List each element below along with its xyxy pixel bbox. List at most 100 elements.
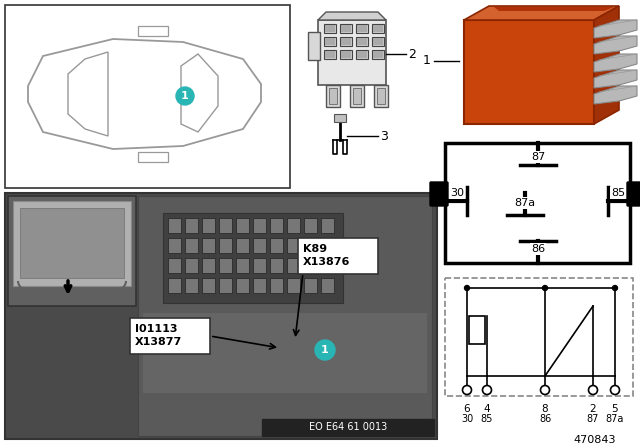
Text: 30: 30 [461, 414, 473, 424]
Bar [219, 238, 232, 253]
Circle shape [483, 385, 492, 395]
Text: 30: 30 [450, 188, 464, 198]
Bar [20, 208, 124, 278]
Text: 3: 3 [380, 129, 388, 142]
Bar [357, 38, 367, 45]
Circle shape [315, 340, 335, 360]
Bar [287, 258, 300, 273]
Bar [445, 278, 633, 396]
Bar [287, 278, 300, 293]
Bar [356, 37, 368, 46]
Bar [236, 238, 249, 253]
Text: 87: 87 [531, 152, 545, 162]
Polygon shape [464, 6, 619, 20]
Text: 470843: 470843 [573, 435, 616, 445]
Bar [469, 316, 485, 344]
Polygon shape [594, 36, 637, 54]
Text: 1: 1 [181, 91, 189, 101]
Text: 1: 1 [423, 55, 431, 68]
Bar [373, 51, 383, 58]
Polygon shape [594, 6, 619, 124]
Polygon shape [594, 70, 637, 88]
Bar [373, 25, 383, 32]
Bar [236, 218, 249, 233]
Bar [325, 38, 335, 45]
Bar [163, 213, 343, 303]
Bar [10, 313, 130, 383]
Polygon shape [594, 54, 637, 72]
Bar [325, 25, 335, 32]
Text: 2: 2 [589, 404, 596, 414]
Bar [304, 238, 317, 253]
Bar [168, 278, 181, 293]
Bar [374, 85, 388, 107]
Bar [325, 51, 335, 58]
Bar [5, 193, 437, 439]
Bar [168, 258, 181, 273]
FancyBboxPatch shape [627, 182, 640, 206]
Bar [324, 24, 336, 33]
Bar [356, 24, 368, 33]
Text: K89: K89 [303, 244, 327, 254]
Text: 87: 87 [587, 414, 599, 424]
Text: 87a: 87a [515, 198, 536, 208]
Bar [308, 32, 320, 60]
Text: 4: 4 [484, 404, 490, 414]
Bar [262, 419, 434, 436]
Circle shape [463, 385, 472, 395]
Bar [357, 51, 367, 58]
Bar [202, 218, 215, 233]
Text: 5: 5 [612, 404, 618, 414]
Bar [287, 238, 300, 253]
Bar [318, 20, 386, 85]
Bar [353, 88, 361, 104]
Bar [236, 258, 249, 273]
Bar [287, 218, 300, 233]
Bar [270, 258, 283, 273]
Bar [324, 50, 336, 59]
Bar [185, 238, 198, 253]
Bar [185, 258, 198, 273]
Bar [329, 88, 337, 104]
Bar [202, 278, 215, 293]
Circle shape [612, 285, 618, 290]
Text: 85: 85 [481, 414, 493, 424]
Bar [445, 143, 630, 263]
Bar [168, 218, 181, 233]
Bar [130, 318, 210, 354]
Polygon shape [594, 86, 637, 104]
Text: 8: 8 [541, 404, 548, 414]
Bar [341, 38, 351, 45]
Bar [253, 258, 266, 273]
Bar [357, 25, 367, 32]
Bar [270, 218, 283, 233]
Bar [341, 25, 351, 32]
Bar [13, 201, 131, 286]
Bar [253, 238, 266, 253]
Bar [356, 50, 368, 59]
Text: X13876: X13876 [303, 257, 350, 267]
Bar [377, 88, 385, 104]
Polygon shape [318, 12, 386, 20]
Bar [270, 238, 283, 253]
Bar [373, 38, 383, 45]
Bar [202, 238, 215, 253]
Text: 6: 6 [464, 404, 470, 414]
Circle shape [611, 385, 620, 395]
Circle shape [543, 285, 547, 290]
Bar [340, 37, 352, 46]
Bar [219, 258, 232, 273]
Bar [324, 37, 336, 46]
Bar [304, 258, 317, 273]
Bar [304, 218, 317, 233]
Text: X13877: X13877 [135, 337, 182, 347]
Bar [202, 258, 215, 273]
Bar [5, 5, 290, 188]
Bar [236, 278, 249, 293]
Bar [185, 218, 198, 233]
Bar [372, 37, 384, 46]
Text: 85: 85 [611, 188, 625, 198]
Bar [321, 218, 334, 233]
Bar [138, 196, 432, 436]
Bar [321, 278, 334, 293]
